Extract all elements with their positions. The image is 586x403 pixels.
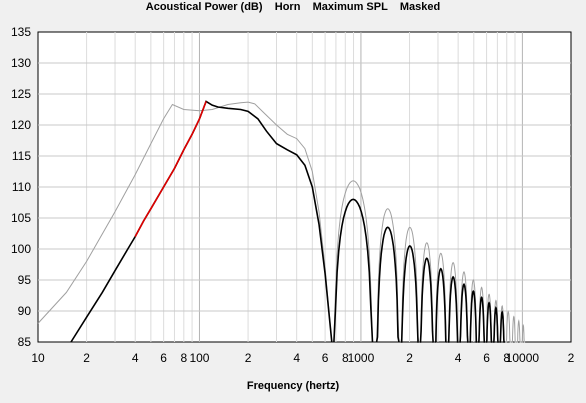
primary-series-line <box>70 100 333 343</box>
x-tick-label: 6 <box>322 351 329 365</box>
response-lobe <box>511 315 517 343</box>
y-tick-label: 85 <box>18 335 32 349</box>
response-lobe <box>333 180 373 343</box>
x-tick-label: 4 <box>132 351 139 365</box>
response-lobe <box>478 296 486 343</box>
y-tick-label: 110 <box>12 180 31 194</box>
x-tick-label: 10 <box>31 351 45 365</box>
response-lobe <box>434 267 447 343</box>
x-tick-label: 2 <box>245 351 252 365</box>
x-tick-label: 2 <box>568 351 575 365</box>
x-tick-label: 4 <box>455 351 462 365</box>
response-lobe <box>485 301 493 343</box>
response-lobe <box>521 323 526 343</box>
x-tick-label: 2 <box>406 351 413 365</box>
x-tick-label: 8 <box>503 351 510 365</box>
response-lobe <box>434 252 447 343</box>
response-lobe <box>499 310 505 343</box>
y-tick-label: 135 <box>11 25 31 39</box>
chart-title: Acoustical Power (dB) Horn Maximum SPL M… <box>145 1 441 13</box>
x-tick-label: 1000 <box>348 351 375 365</box>
y-tick-label: 115 <box>12 149 31 163</box>
response-lobe <box>459 282 469 343</box>
response-lobe <box>400 226 420 343</box>
x-tick-label: 2 <box>83 351 90 365</box>
response-lobe <box>516 319 521 343</box>
response-lobe <box>419 257 434 343</box>
grid-lines <box>38 32 571 342</box>
y-tick-label: 90 <box>18 304 32 318</box>
x-tick-label: 8 <box>342 351 349 365</box>
response-lobe <box>469 289 478 343</box>
x-tick-label: 6 <box>160 351 167 365</box>
x-tick-label: 10000 <box>506 351 540 365</box>
response-lobe <box>492 306 499 343</box>
y-tick-label: 130 <box>11 56 31 70</box>
x-tick-label: 6 <box>483 351 490 365</box>
x-tick-label: 100 <box>189 351 209 365</box>
response-lobe <box>333 198 374 343</box>
y-tick-label: 125 <box>11 87 31 101</box>
x-axis-label: Frequency (hertz) <box>246 380 340 392</box>
y-tick-label: 105 <box>11 211 31 225</box>
secondary-series-line <box>37 101 333 343</box>
y-tick-label: 95 <box>18 273 32 287</box>
x-tick-label: 8 <box>180 351 187 365</box>
x-tick-label: 4 <box>293 351 300 365</box>
response-lobe <box>505 310 511 343</box>
y-tick-label: 120 <box>11 118 31 132</box>
series-layer <box>37 100 526 343</box>
highlight-series-line <box>134 101 207 237</box>
response-lobe <box>400 244 419 343</box>
y-tick-label: 100 <box>11 242 31 256</box>
response-lobe <box>419 242 434 343</box>
response-lobe <box>447 275 459 343</box>
response-lobe <box>375 226 400 343</box>
response-lobe <box>376 208 400 343</box>
